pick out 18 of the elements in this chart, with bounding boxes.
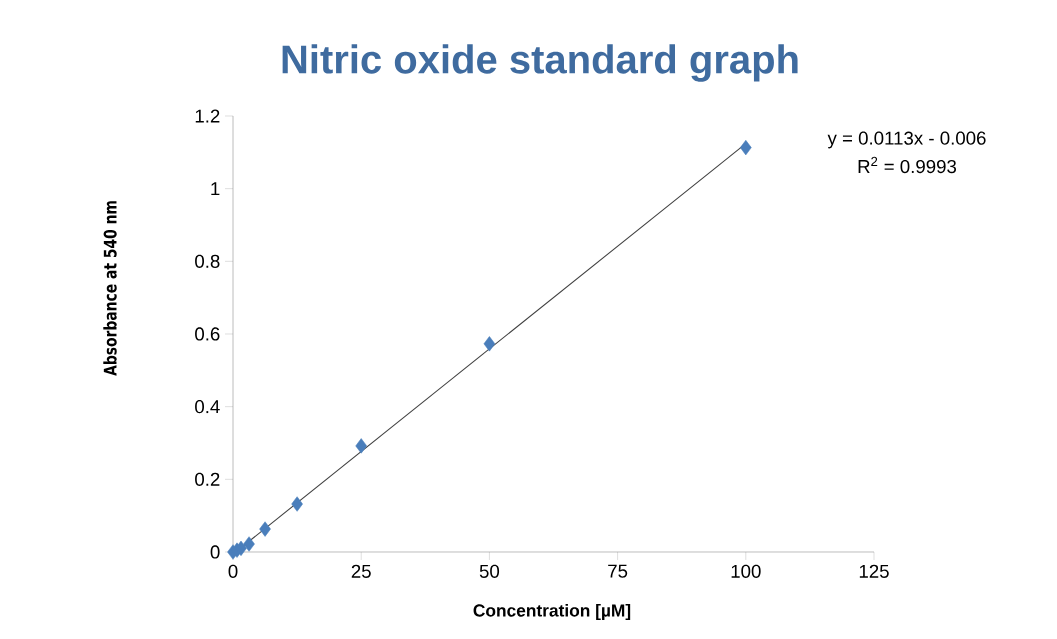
x-axis-title: Concentration [µM]	[473, 603, 631, 621]
annotation: y = 0.0113x - 0.006	[827, 131, 986, 149]
x-tick-label: 125	[859, 564, 889, 578]
x-tick-label: 25	[351, 564, 371, 578]
y-axis-title: Absorbance at 540 nm	[103, 201, 117, 376]
x-tick-label: 0	[228, 564, 238, 578]
y-tick-label: 0.6	[195, 327, 220, 341]
annotation: R$^{2}$ = 0.9993	[858, 156, 957, 174]
y-tick-label: 1.2	[195, 109, 220, 123]
y-tick-label: 1	[211, 182, 220, 196]
chart-title: Nitric oxide standard graph	[282, 44, 798, 82]
x-tick-label: 75	[608, 564, 628, 578]
y-tick-label: 0	[210, 545, 220, 559]
y-tick-label: 0.8	[195, 254, 220, 268]
x-tick-label: 100	[731, 564, 761, 578]
y-tick-label: 0.4	[195, 400, 220, 414]
y-tick-label: 0.2	[195, 472, 220, 486]
x-tick-label: 50	[479, 564, 500, 578]
